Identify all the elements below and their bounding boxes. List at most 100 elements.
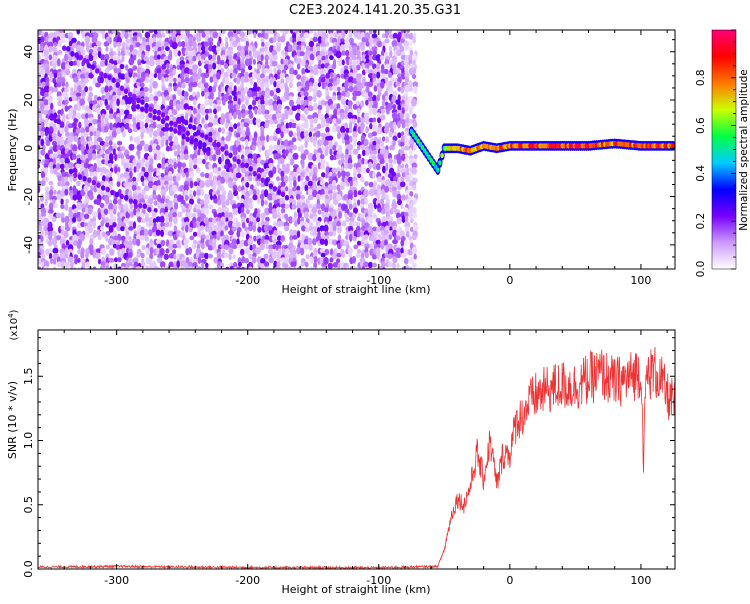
noise-cell bbox=[123, 109, 130, 116]
noise-cell bbox=[59, 127, 65, 134]
noise-cell bbox=[337, 58, 343, 66]
noise-cell bbox=[92, 144, 98, 150]
noise-cell bbox=[217, 64, 222, 72]
noise-cell bbox=[268, 257, 274, 264]
noise-cell bbox=[307, 95, 313, 101]
snr-background bbox=[38, 330, 675, 569]
noise-cell bbox=[389, 207, 394, 215]
noise-cell bbox=[380, 81, 385, 89]
noise-cell bbox=[155, 144, 161, 151]
noise-cell bbox=[147, 197, 154, 205]
streak-cell bbox=[272, 186, 278, 192]
streak-cell bbox=[180, 115, 185, 122]
noise-cell bbox=[319, 225, 325, 232]
noise-cell bbox=[244, 257, 249, 264]
noise-cell bbox=[296, 202, 302, 210]
noise-cell bbox=[347, 162, 353, 169]
noise-cell bbox=[256, 122, 261, 128]
streak-cell bbox=[127, 91, 133, 98]
streak-cell bbox=[107, 74, 112, 81]
noise-cell bbox=[120, 203, 124, 210]
noise-cell bbox=[165, 145, 171, 152]
noise-cell bbox=[127, 190, 133, 198]
noise-cell bbox=[323, 212, 330, 219]
noise-cell bbox=[124, 31, 129, 40]
noise-cell bbox=[301, 162, 305, 169]
noise-cell bbox=[220, 176, 226, 184]
noise-cell bbox=[351, 118, 357, 125]
noise-cell bbox=[215, 149, 221, 156]
noise-cell bbox=[92, 104, 98, 113]
noise-cell bbox=[399, 181, 406, 188]
noise-cell bbox=[156, 185, 162, 191]
noise-cell bbox=[171, 144, 178, 151]
noise-cell bbox=[264, 44, 268, 52]
noise-cell bbox=[304, 140, 308, 149]
noise-cell bbox=[372, 140, 377, 146]
noise-cell bbox=[320, 203, 326, 212]
noise-cell bbox=[168, 230, 174, 237]
noise-cell bbox=[156, 150, 162, 157]
noise-cell bbox=[300, 90, 305, 97]
noise-cell bbox=[404, 215, 409, 223]
noise-cell bbox=[408, 86, 414, 92]
noise-cell bbox=[405, 265, 410, 269]
noise-cell bbox=[113, 60, 118, 66]
noise-cell bbox=[405, 122, 410, 128]
noise-cell bbox=[265, 216, 270, 222]
noise-cell bbox=[56, 193, 62, 200]
noise-cell bbox=[57, 71, 63, 79]
noise-cell bbox=[220, 117, 225, 125]
noise-cell bbox=[192, 50, 197, 56]
noise-cell bbox=[181, 82, 186, 89]
noise-cell bbox=[349, 180, 353, 187]
noise-cell bbox=[333, 108, 338, 117]
streak-cell bbox=[164, 122, 170, 129]
noise-cell bbox=[151, 184, 158, 192]
noise-cell bbox=[200, 59, 205, 65]
noise-cell bbox=[96, 229, 101, 238]
noise-cell bbox=[345, 49, 350, 57]
noise-cell bbox=[151, 211, 157, 218]
noise-cell bbox=[153, 95, 159, 102]
noise-cell bbox=[376, 40, 383, 48]
noise-cell bbox=[45, 117, 49, 126]
noise-cell bbox=[331, 167, 338, 173]
noise-cell bbox=[400, 60, 405, 67]
noise-cell bbox=[340, 153, 345, 160]
noise-cell bbox=[332, 85, 338, 92]
noise-cell bbox=[257, 222, 261, 228]
noise-cell bbox=[371, 46, 378, 52]
noise-cell bbox=[341, 50, 347, 56]
noise-cell bbox=[272, 211, 278, 219]
noise-cell bbox=[228, 126, 234, 133]
noise-cell bbox=[173, 233, 178, 241]
noise-cell bbox=[412, 81, 419, 88]
noise-cell bbox=[172, 175, 177, 183]
figure-title: C2E3.2024.141.20.35.G31 bbox=[289, 3, 461, 18]
noise-cell bbox=[343, 65, 349, 71]
noise-cell bbox=[408, 196, 412, 201]
noise-cell bbox=[401, 107, 405, 115]
noise-cell bbox=[268, 230, 274, 235]
noise-cell bbox=[400, 86, 405, 94]
noise-cell bbox=[273, 81, 277, 88]
noise-cell bbox=[356, 107, 361, 115]
noise-cell bbox=[251, 99, 257, 106]
noise-cell bbox=[384, 51, 389, 58]
noise-cell bbox=[48, 233, 53, 241]
noise-cell bbox=[160, 179, 166, 188]
noise-cell bbox=[260, 159, 266, 166]
noise-cell bbox=[76, 59, 81, 67]
noise-cell bbox=[176, 58, 181, 66]
noise-cell bbox=[411, 74, 417, 80]
noise-cell bbox=[125, 103, 131, 110]
noise-cell bbox=[353, 244, 359, 250]
snr-series-line bbox=[38, 347, 675, 569]
noise-cell bbox=[127, 113, 133, 120]
noise-cell bbox=[345, 216, 350, 222]
noise-cell bbox=[264, 68, 269, 74]
x-tick-label: 100 bbox=[630, 274, 651, 287]
noise-cell bbox=[188, 86, 193, 92]
noise-cell bbox=[61, 171, 65, 178]
